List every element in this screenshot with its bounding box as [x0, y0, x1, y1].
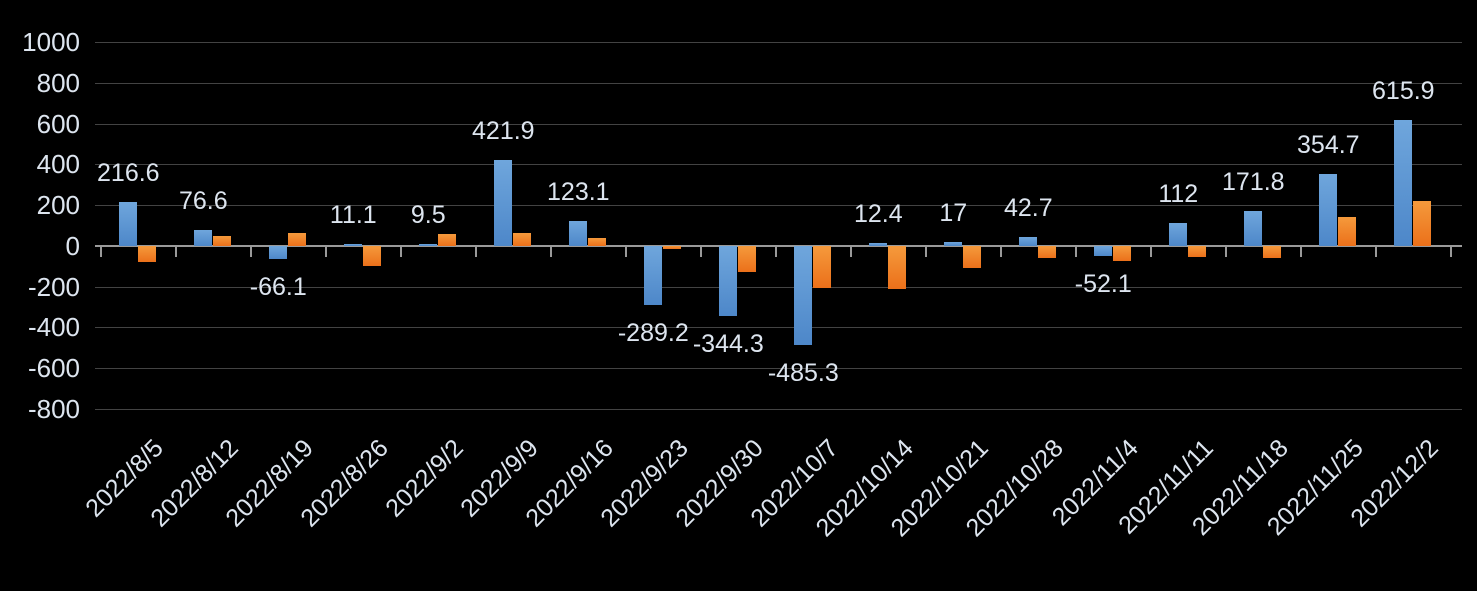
orange-bar[interactable] [513, 233, 531, 246]
gridline [95, 368, 1462, 369]
y-axis-tick-label: -600 [27, 353, 80, 383]
data-label: -52.1 [1074, 270, 1132, 299]
x-axis-tick [175, 245, 177, 257]
blue-bar[interactable] [1169, 222, 1187, 246]
blue-bar[interactable] [344, 243, 362, 246]
x-axis-tick [100, 245, 102, 257]
y-axis-tick-label: 200 [36, 190, 80, 220]
orange-bar[interactable] [288, 233, 306, 246]
blue-bar[interactable] [944, 242, 962, 246]
gridline [95, 286, 1462, 288]
orange-bar[interactable] [1113, 245, 1131, 262]
data-label: 17 [939, 199, 968, 228]
x-axis-line [95, 244, 1462, 247]
blue-bar[interactable] [1319, 173, 1337, 246]
data-label: 615.9 [1372, 77, 1435, 106]
orange-bar[interactable] [1338, 217, 1356, 246]
orange-bar[interactable] [138, 245, 156, 262]
x-axis-tick [1450, 245, 1452, 257]
x-axis-tick [1225, 245, 1227, 257]
blue-bar[interactable] [1394, 120, 1412, 246]
orange-bar[interactable] [813, 245, 831, 289]
data-label: 354.7 [1297, 130, 1360, 159]
blue-bar[interactable] [869, 243, 887, 246]
y-axis-tick-label: 600 [36, 108, 80, 139]
y-axis-tick-label: 400 [36, 149, 80, 180]
orange-bar[interactable] [438, 233, 456, 246]
orange-bar[interactable] [1413, 201, 1431, 246]
blue-bar[interactable] [1244, 210, 1262, 246]
orange-bar[interactable] [588, 238, 606, 246]
data-label: 12.4 [853, 200, 903, 229]
orange-bar[interactable] [663, 245, 681, 249]
orange-bar[interactable] [213, 235, 231, 246]
blue-bar[interactable] [719, 245, 737, 316]
data-label: -344.3 [692, 329, 764, 358]
blue-bar[interactable] [569, 220, 587, 246]
blue-bar[interactable] [1094, 245, 1112, 257]
data-label: 421.9 [472, 116, 535, 145]
data-label: -485.3 [767, 358, 839, 387]
data-label: 42.7 [1003, 194, 1053, 222]
x-axis-label: 2022/8/5 [79, 434, 169, 523]
y-axis-tick-label: -800 [27, 393, 80, 424]
blue-bar[interactable] [269, 245, 287, 260]
blue-bar[interactable] [494, 159, 512, 246]
data-label: 112 [1158, 179, 1199, 208]
orange-bar[interactable] [1263, 245, 1281, 258]
orange-bar[interactable] [1038, 245, 1056, 258]
x-axis-tick [1075, 245, 1077, 257]
x-axis-tick [550, 245, 552, 257]
y-axis-tick-label: 0 [65, 230, 80, 261]
y-axis-tick-label: 800 [36, 67, 80, 98]
x-axis-tick [1375, 245, 1377, 257]
blue-bar[interactable] [419, 243, 437, 246]
x-axis-tick [850, 245, 852, 257]
x-axis-tick [1300, 245, 1302, 257]
x-axis-tick [1150, 245, 1152, 257]
x-axis-tick [400, 245, 402, 257]
orange-bar[interactable] [738, 245, 756, 273]
data-label: 9.5 [410, 200, 446, 229]
data-label: 11.1 [329, 200, 377, 229]
data-label: -289.2 [617, 318, 689, 347]
blue-bar[interactable] [644, 245, 662, 305]
orange-bar[interactable] [1188, 245, 1206, 258]
gridline [95, 327, 1462, 329]
y-axis-tick-label: -200 [27, 271, 80, 302]
x-axis-tick [925, 245, 927, 257]
blue-bar[interactable] [119, 201, 137, 246]
gridline [95, 205, 1462, 206]
gridline [95, 82, 1462, 84]
y-axis-tick-label: 1000 [22, 27, 80, 57]
blue-bar[interactable] [194, 230, 212, 246]
gridline [95, 164, 1462, 166]
data-label: 216.6 [97, 158, 160, 187]
x-axis-tick [775, 245, 777, 257]
blue-bar[interactable] [1019, 237, 1037, 246]
blue-bar[interactable] [794, 245, 812, 345]
x-axis-tick [475, 245, 477, 257]
x-axis-tick [1000, 245, 1002, 257]
x-axis-tick [625, 245, 627, 257]
gridline [95, 408, 1462, 410]
data-label: -66.1 [249, 273, 307, 302]
data-label: 76.6 [178, 187, 228, 216]
orange-bar[interactable] [963, 245, 981, 269]
x-axis-tick [325, 245, 327, 257]
data-label: 123.1 [547, 177, 610, 206]
x-axis-tick [700, 245, 702, 257]
orange-bar[interactable] [363, 245, 381, 267]
data-label: 171.8 [1222, 167, 1285, 196]
gridline [95, 123, 1462, 125]
x-axis-tick [250, 245, 252, 257]
orange-bar[interactable] [888, 245, 906, 290]
gridline [95, 42, 1462, 43]
y-axis-tick-label: -400 [27, 312, 80, 343]
